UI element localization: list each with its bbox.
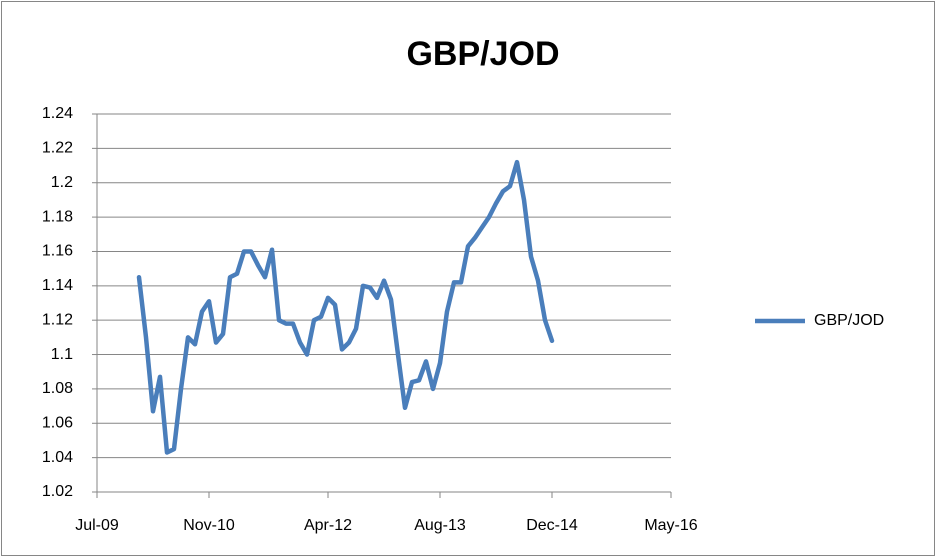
y-tick-label: 1.02 (42, 483, 73, 500)
x-tick-label: Jul-09 (75, 517, 119, 534)
y-tick-label: 1.04 (42, 449, 73, 466)
y-tick-label: 1.2 (51, 174, 73, 191)
y-tick-label: 1.06 (42, 414, 73, 431)
x-tick-label: Nov-10 (183, 517, 235, 534)
legend-label: GBP/JOD (814, 312, 884, 329)
x-tick-label: May-16 (644, 517, 697, 534)
y-tick-label: 1.16 (42, 243, 73, 260)
x-tick-label: Apr-12 (304, 517, 352, 534)
data-line (136, 159, 555, 455)
y-tick-label: 1.22 (42, 140, 73, 157)
x-tick-label: Dec-14 (526, 517, 578, 534)
y-tick-label: 1.1 (51, 346, 73, 363)
chart-title: GBP/JOD (406, 35, 559, 73)
y-tick-label: 1.08 (42, 380, 73, 397)
y-tick-label: 1.24 (42, 105, 73, 122)
y-tick-label: 1.12 (42, 311, 73, 328)
y-tick-label: 1.18 (42, 208, 73, 225)
y-tick-label: 1.14 (42, 277, 73, 294)
x-tick-label: Aug-13 (414, 517, 466, 534)
